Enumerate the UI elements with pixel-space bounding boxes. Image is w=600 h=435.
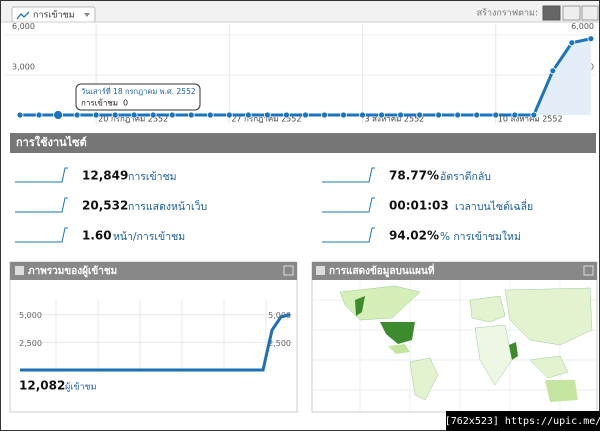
graph-button[interactable] xyxy=(562,5,581,21)
close-button[interactable] xyxy=(583,265,594,276)
graph-button[interactable] xyxy=(581,5,599,21)
tab-label[interactable]: การเข้าชม xyxy=(33,10,75,21)
close-button[interactable] xyxy=(283,265,294,276)
y-tick-label: 6,000 xyxy=(571,22,594,31)
watermark: [762x523] https://upic.me/ xyxy=(445,416,600,427)
point xyxy=(149,111,157,119)
panel-header xyxy=(10,262,297,280)
point xyxy=(130,111,138,119)
x-tick-label: 3 สิงหาคม 2552 xyxy=(365,115,425,124)
point xyxy=(206,111,214,119)
metric-value: 00:01:03 xyxy=(389,199,449,213)
panel-icon xyxy=(15,266,24,275)
sparkline xyxy=(15,227,68,243)
point xyxy=(53,110,63,120)
point xyxy=(397,111,405,119)
metric-value: 94.02% xyxy=(389,229,439,243)
y-tick-label: 5,000 xyxy=(268,311,291,320)
line xyxy=(20,313,291,372)
tooltip xyxy=(75,83,201,111)
visitors-chart: 2,500 2,500 5,000 5,000 xyxy=(16,300,293,372)
dropdown-arrow xyxy=(84,13,90,17)
watermark-box xyxy=(446,411,600,431)
section-header xyxy=(10,133,596,153)
metrics: 12,849 การเข้าชม 78.77% อัตราตีกลับ 20,532 กา… xyxy=(15,167,533,243)
tooltip-date: วันเสาร์ที่ 18 กรกฎาคม พ.ศ. 2552 xyxy=(81,86,196,96)
sparkline xyxy=(15,167,68,183)
sparkline xyxy=(322,227,375,243)
point xyxy=(16,111,24,119)
panel-title: ภาพรวมของผู้เข้าชม xyxy=(28,265,117,278)
panel-header xyxy=(312,262,597,280)
sparkline xyxy=(322,167,375,183)
metric-label: หน้า/การเข้าชม xyxy=(113,231,185,243)
metric-label: การแสดงหน้าเว็บ xyxy=(128,199,207,213)
metric-label: เวลาบนไซต์เฉลี่ย xyxy=(455,199,533,213)
y-tick-label: 2,500 xyxy=(268,339,291,348)
toolbar xyxy=(1,1,599,22)
point xyxy=(321,111,328,119)
point xyxy=(549,67,557,75)
point xyxy=(302,111,309,119)
point xyxy=(168,111,176,119)
point xyxy=(111,111,119,119)
y-tick-label: 3,000 xyxy=(12,62,35,71)
sparkline xyxy=(15,197,68,213)
x-tick-label: 27 กรกฎาคม 2552 xyxy=(231,115,301,124)
metric-value: 12,849 xyxy=(82,169,128,183)
metric-value: 20,532 xyxy=(82,199,128,213)
point xyxy=(568,39,576,47)
tooltip-label: การเข้าชม xyxy=(81,99,118,108)
point xyxy=(378,111,385,119)
metric-label: อัตราตีกลับ xyxy=(440,170,491,183)
panel-title: การแสดงข้อมูลบนแผนที่ xyxy=(329,263,435,278)
x-tick-label: 20 กรกฎาคม 2552 xyxy=(98,115,168,124)
point xyxy=(225,111,233,119)
point xyxy=(187,111,195,119)
metric-value: 1.60 xyxy=(82,229,112,243)
point xyxy=(454,111,462,119)
point xyxy=(530,111,538,119)
point xyxy=(340,111,347,119)
y-tick-label: 2,500 xyxy=(19,339,42,348)
point xyxy=(492,111,500,119)
metric-value: 78.77% xyxy=(389,169,439,183)
point xyxy=(359,111,366,119)
graph-by-label: สร้างกราฟตาม: xyxy=(477,8,538,19)
point xyxy=(416,111,424,119)
point xyxy=(435,111,443,119)
point xyxy=(73,111,81,119)
visitors-total: 12,082 xyxy=(19,379,65,393)
visitors-label: ผู้เข้าชม xyxy=(65,382,97,393)
point xyxy=(473,111,481,119)
point xyxy=(283,111,290,119)
point xyxy=(92,111,100,119)
point xyxy=(35,111,43,119)
point xyxy=(587,35,595,43)
world-map xyxy=(313,281,596,411)
tab-icon xyxy=(16,11,30,20)
section-title: การใช้งานไซต์ xyxy=(16,135,87,149)
y-tick-label: 5,000 xyxy=(19,311,42,320)
panel-icon xyxy=(316,266,325,275)
graph-button[interactable] xyxy=(542,5,561,21)
point xyxy=(511,111,519,119)
point xyxy=(263,111,271,119)
y-tick-label: 6,000 xyxy=(12,22,35,31)
x-tick-label: 10 สิงหาคม 2552 xyxy=(498,115,563,124)
tooltip-value: 0 xyxy=(123,99,128,108)
metric-label: การเข้าชม xyxy=(128,171,177,183)
metric-label: % การเข้าชมใหม่ xyxy=(440,230,521,243)
sparkline xyxy=(322,197,375,213)
point xyxy=(244,111,252,119)
